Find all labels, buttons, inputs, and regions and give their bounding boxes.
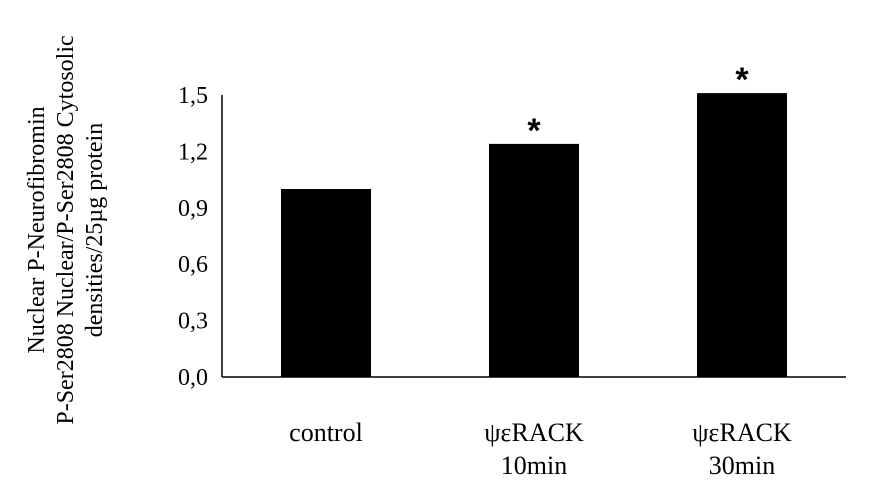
y-tick-label: 0,6	[178, 252, 208, 278]
x-category-label: ψεRACK	[692, 418, 792, 447]
significance-markers: **	[527, 61, 749, 150]
significance-asterisk: *	[735, 61, 749, 99]
y-tick-label: 1,2	[178, 139, 208, 165]
x-category-label: 30min	[709, 451, 775, 480]
bar	[489, 143, 579, 377]
x-category-label: control	[289, 418, 363, 447]
y-axis-label-line-3: densities/25µg protein	[82, 123, 108, 337]
y-tick-label: 0,3	[178, 309, 208, 335]
y-axis-label-line-1: Nuclear P-Neurofibromin	[24, 106, 50, 353]
y-tick-label: 0,9	[178, 196, 208, 222]
y-axis-label-line-2: P-Ser2808 Nuclear/P-Ser2808 Cytosolic	[53, 35, 79, 424]
y-axis-label: Nuclear P-Neurofibromin P-Ser2808 Nuclea…	[24, 35, 108, 424]
bar	[697, 93, 787, 378]
x-category-label: ψεRACK	[484, 418, 584, 447]
y-tick-label: 1,5	[178, 83, 208, 109]
significance-asterisk: *	[527, 112, 541, 150]
bars	[281, 93, 787, 378]
y-tick-label: 0,0	[178, 365, 208, 391]
y-tick-labels: 0,0 0,3 0,6 0,9 1,2 1,5	[178, 83, 208, 391]
x-category-labels: control ψεRACK 10min ψεRACK 30min	[289, 418, 792, 480]
x-category-label: 10min	[501, 451, 567, 480]
bar	[281, 189, 371, 377]
